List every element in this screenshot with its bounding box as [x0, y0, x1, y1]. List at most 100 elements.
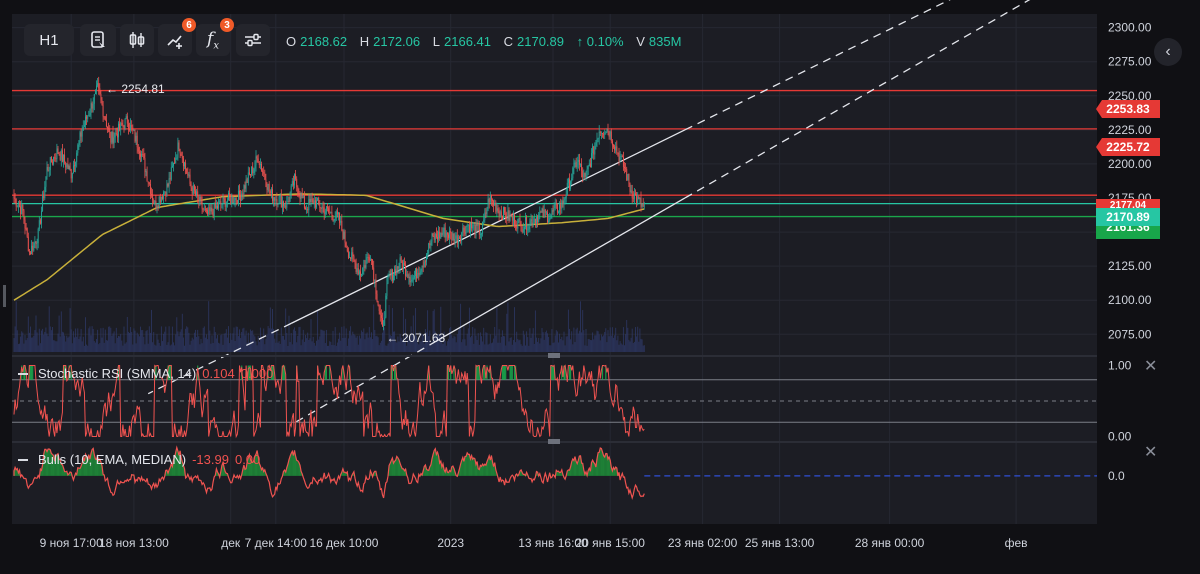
- settings-button[interactable]: [236, 24, 270, 56]
- bulls-positive-fill: [61, 464, 63, 476]
- candle-body: [589, 163, 591, 168]
- candle-body: [190, 183, 192, 188]
- pane-separators[interactable]: [3, 285, 1097, 444]
- candle-body: [153, 200, 155, 204]
- bulls-positive-fill: [610, 467, 612, 476]
- bulls-positive-fill: [289, 456, 291, 476]
- volume-bar: [88, 328, 90, 352]
- bulls-positive-fill: [603, 455, 605, 476]
- indicators-button[interactable]: 6: [158, 18, 196, 56]
- bulls-positive-fill: [176, 447, 178, 476]
- bulls-positive-fill: [467, 454, 469, 476]
- candle-body: [126, 116, 128, 124]
- chart-type-button[interactable]: [120, 24, 154, 56]
- volume-bar: [189, 344, 191, 352]
- candle-body: [464, 231, 466, 235]
- price-tick-label: 2075.00: [1108, 327, 1152, 341]
- close-stoch-rsi-button[interactable]: ✕: [1144, 358, 1158, 375]
- volume-bar: [345, 328, 347, 352]
- bulls-positive-fill: [560, 472, 562, 476]
- volume-bar: [558, 342, 559, 352]
- volume-bar: [68, 336, 70, 352]
- volume-bar: [461, 342, 463, 352]
- volume-bar: [107, 340, 108, 352]
- bulls-legend[interactable]: Bulls (10, EMA, MEDIAN) -13.99 0.00: [18, 452, 266, 467]
- timeframe-button[interactable]: H1: [24, 24, 74, 56]
- candle-body: [103, 116, 105, 118]
- candle-body: [631, 190, 633, 198]
- candle-body: [441, 232, 443, 235]
- candle-body: [456, 235, 458, 244]
- candle-body: [241, 193, 243, 201]
- stoch-overbought-fill: [248, 365, 250, 380]
- horizontal-levels[interactable]: [12, 89, 1097, 218]
- stoch-rsi-legend[interactable]: Stochastic RSI (SMMA, 14) 0.104 0.000: [18, 366, 279, 381]
- candle-body: [533, 218, 535, 223]
- volume-bar: [158, 342, 160, 352]
- candle-body: [28, 251, 30, 253]
- candle-body: [212, 212, 214, 217]
- bulls-positive-fill: [397, 457, 399, 476]
- volume-bar: [543, 339, 545, 352]
- bulls-positive-fill: [579, 455, 582, 476]
- collapse-panel-button[interactable]: ‹: [1154, 38, 1182, 66]
- candle-body: [209, 207, 211, 212]
- candle-body: [158, 196, 160, 207]
- functions-button[interactable]: fx 3: [196, 18, 234, 56]
- bulls-positive-fill: [101, 465, 103, 476]
- candle-body: [66, 164, 68, 168]
- volume-bar: [490, 343, 492, 352]
- volume-bar: [626, 320, 628, 352]
- candle-body: [382, 318, 383, 327]
- volume-bar: [239, 329, 240, 352]
- volume-bar: [351, 335, 353, 352]
- volume-bar: [254, 336, 256, 352]
- candle-body: [48, 170, 50, 171]
- candle-body: [319, 203, 321, 209]
- volume-bar: [61, 331, 63, 352]
- bulls-positive-fill: [461, 460, 463, 476]
- candle-body: [338, 212, 339, 215]
- time-tick-label: 9 ноя 17:00: [40, 536, 103, 550]
- volume-bar: [160, 326, 162, 352]
- candle-body: [58, 152, 60, 155]
- volume-bar: [343, 326, 345, 352]
- volume-bar: [77, 328, 79, 352]
- volume-bar: [399, 333, 401, 352]
- candle-body: [340, 220, 342, 223]
- candle-body: [313, 200, 315, 204]
- volume-bar: [31, 337, 33, 352]
- chart-template-button[interactable]: [80, 24, 116, 56]
- bulls-positive-fill: [94, 459, 96, 476]
- volume-bar: [221, 334, 223, 352]
- candle-body: [189, 174, 191, 184]
- volume-bar: [380, 340, 382, 352]
- candle-body: [567, 179, 569, 183]
- volume-bar: [495, 335, 497, 352]
- bulls-positive-fill: [251, 462, 253, 476]
- candle-body: [273, 197, 275, 201]
- candle-body: [437, 237, 438, 240]
- bulls-positive-fill: [471, 455, 473, 476]
- volume-bar: [424, 329, 426, 352]
- volume-bar: [58, 315, 60, 352]
- candle-body: [90, 103, 92, 113]
- candle-body: [527, 229, 529, 231]
- volume-bar: [188, 332, 190, 352]
- volume-bar: [565, 336, 567, 352]
- bulls-positive-fill: [244, 469, 246, 476]
- volume-bar: [102, 327, 104, 352]
- volume-bar: [272, 309, 273, 352]
- stoch-overbought-fill: [273, 365, 275, 380]
- candle-body: [245, 179, 247, 189]
- bulls-tick-label: 0.0: [1108, 469, 1125, 483]
- candle-body: [49, 157, 51, 171]
- volume-bar: [131, 332, 133, 352]
- bulls-positive-fill: [477, 468, 479, 476]
- candle-body: [407, 274, 409, 278]
- close-bulls-button[interactable]: ✕: [1144, 444, 1158, 461]
- candle-body: [98, 83, 100, 89]
- volume-bar: [75, 328, 77, 352]
